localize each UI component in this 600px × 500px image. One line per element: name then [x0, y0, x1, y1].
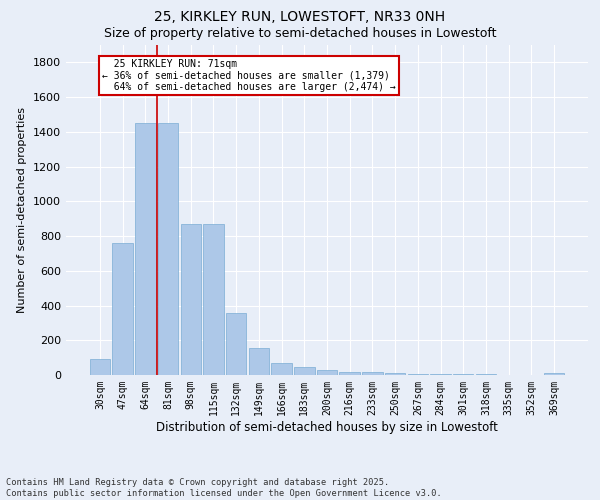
- Text: 25 KIRKLEY RUN: 71sqm
← 36% of semi-detached houses are smaller (1,379)
  64% of: 25 KIRKLEY RUN: 71sqm ← 36% of semi-deta…: [102, 59, 396, 92]
- Y-axis label: Number of semi-detached properties: Number of semi-detached properties: [17, 107, 28, 313]
- Bar: [317, 370, 337, 375]
- Bar: [407, 374, 428, 375]
- Bar: [340, 372, 360, 375]
- Text: Contains HM Land Registry data © Crown copyright and database right 2025.
Contai: Contains HM Land Registry data © Crown c…: [6, 478, 442, 498]
- Bar: [90, 360, 110, 375]
- Bar: [362, 372, 383, 375]
- Bar: [135, 123, 155, 375]
- Bar: [248, 348, 269, 375]
- Bar: [476, 374, 496, 375]
- Text: Size of property relative to semi-detached houses in Lowestoft: Size of property relative to semi-detach…: [104, 28, 496, 40]
- Bar: [544, 374, 564, 375]
- Bar: [271, 363, 292, 375]
- Bar: [385, 374, 406, 375]
- Text: 25, KIRKLEY RUN, LOWESTOFT, NR33 0NH: 25, KIRKLEY RUN, LOWESTOFT, NR33 0NH: [154, 10, 446, 24]
- Bar: [112, 243, 133, 375]
- Bar: [226, 314, 247, 375]
- Bar: [430, 374, 451, 375]
- Bar: [203, 224, 224, 375]
- Bar: [158, 123, 178, 375]
- Bar: [181, 224, 201, 375]
- Bar: [453, 374, 473, 375]
- X-axis label: Distribution of semi-detached houses by size in Lowestoft: Distribution of semi-detached houses by …: [156, 420, 498, 434]
- Bar: [294, 367, 314, 375]
